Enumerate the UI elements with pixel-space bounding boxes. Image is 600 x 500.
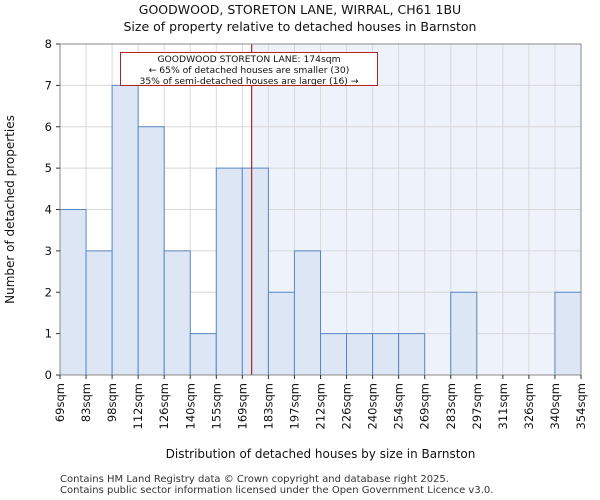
y-axis-title: Number of detached properties [3, 115, 17, 304]
histogram-bar [137, 126, 165, 376]
histogram-bar [215, 167, 243, 376]
histogram-bar [111, 84, 139, 376]
x-tick-label: 183sqm [261, 383, 275, 429]
x-tick-label: 140sqm [183, 383, 197, 429]
footer-licence: Contains public sector information licen… [60, 485, 494, 496]
y-tick-label: 6 [45, 120, 52, 134]
y-tick-label: 4 [45, 203, 52, 217]
y-tick-label: 5 [45, 161, 52, 175]
y-tick-label: 0 [45, 368, 52, 382]
x-tick-label: 340sqm [548, 383, 562, 429]
chart-subtitle: Size of property relative to detached ho… [123, 19, 477, 34]
y-tick-label: 2 [45, 285, 52, 299]
x-tick-label: 326sqm [522, 383, 536, 429]
histogram-bar [372, 333, 400, 376]
annotation-line-2: ← 65% of detached houses are smaller (30… [148, 65, 350, 76]
x-tick-label: 83sqm [79, 383, 93, 422]
x-axis-title: Distribution of detached houses by size … [166, 447, 476, 461]
x-tick-label: 112sqm [131, 383, 145, 429]
histogram-bar [554, 291, 582, 376]
annotation-line-1: GOODWOOD STORETON LANE: 174sqm [157, 54, 341, 65]
histogram-bar [346, 333, 374, 376]
histogram-bar [450, 291, 478, 376]
x-tick-label: 269sqm [418, 383, 432, 429]
histogram-bar [59, 209, 87, 376]
histogram-chart: 0 1 2 3 4 5 6 7 8 69sqm 83sqm 98sqm 112sqm 126sqm 140s… [3, 37, 588, 461]
footer-copyright: Contains HM Land Registry data © Crown c… [60, 474, 449, 485]
histogram-bar [241, 167, 269, 376]
x-tick-label: 226sqm [340, 383, 354, 429]
annotation-line-3: 35% of semi-detached houses are larger (… [139, 76, 359, 87]
x-tick-label: 354sqm [574, 383, 588, 429]
x-tick-label: 311sqm [496, 383, 510, 429]
histogram-bar [320, 333, 348, 376]
y-tick-label: 1 [45, 327, 52, 341]
x-tick-label: 98sqm [105, 383, 119, 422]
x-tick-label: 126sqm [157, 383, 171, 429]
y-tick-label: 3 [45, 244, 52, 258]
x-tick-label: 254sqm [392, 383, 406, 429]
histogram-bar [189, 333, 217, 376]
histogram-bar [163, 250, 191, 376]
x-tick-label: 155sqm [209, 383, 223, 429]
histogram-bar [267, 291, 295, 376]
x-tick-label: 297sqm [470, 383, 484, 429]
x-tick-label: 283sqm [444, 383, 458, 429]
y-tick-label: 7 [45, 78, 52, 92]
x-tick-label: 212sqm [314, 383, 328, 429]
histogram-bar [85, 250, 113, 376]
y-tick-label: 8 [45, 37, 52, 51]
x-tick-label: 69sqm [53, 383, 67, 422]
chart-title: GOODWOOD, STORETON LANE, WIRRAL, CH61 1B… [138, 2, 462, 17]
histogram-bar [398, 333, 426, 376]
histogram-bar [293, 250, 322, 376]
x-tick-label: 240sqm [366, 383, 380, 429]
x-tick-label: 197sqm [287, 383, 301, 429]
x-tick-label: 169sqm [235, 383, 249, 429]
marker-annotation: GOODWOOD STORETON LANE: 174sqm ← 65% of … [120, 52, 378, 87]
